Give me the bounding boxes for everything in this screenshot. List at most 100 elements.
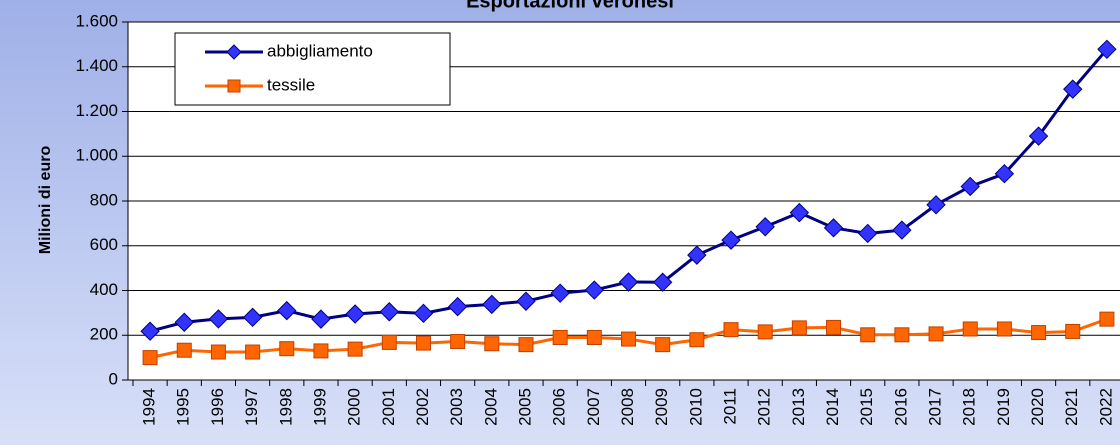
marker [415, 335, 431, 351]
marker [757, 324, 773, 340]
y-tick-label: 200 [90, 325, 118, 344]
marker [926, 195, 946, 215]
marker [789, 202, 810, 223]
x-tick-label: 2014 [823, 388, 842, 426]
marker [618, 272, 639, 292]
y-tick-label: 0 [109, 369, 118, 388]
x-tick-label: 2009 [652, 388, 671, 426]
marker [245, 344, 261, 360]
marker [413, 303, 434, 324]
x-tick-label: 2010 [686, 388, 705, 426]
x-tick-label: 2021 [1062, 388, 1081, 426]
marker [857, 223, 878, 244]
marker [687, 245, 707, 265]
marker [928, 326, 944, 342]
x-tick-label: 2007 [584, 388, 603, 426]
marker [552, 329, 568, 345]
marker [860, 327, 876, 343]
x-tick-label: 2022 [1096, 388, 1115, 426]
marker [381, 334, 397, 350]
marker [996, 321, 1012, 337]
series [142, 311, 1115, 366]
marker [279, 341, 295, 357]
y-tick-label: 600 [90, 235, 118, 254]
marker [450, 334, 466, 350]
marker [277, 300, 297, 321]
chart-title: Esportazioni veronesi [466, 0, 674, 12]
legend-marker [227, 79, 241, 93]
marker [518, 337, 534, 353]
marker [242, 307, 263, 328]
x-tick-label: 2018 [960, 388, 979, 426]
legend-box [174, 32, 451, 106]
marker [584, 280, 605, 300]
marker [723, 322, 739, 338]
marker [208, 309, 229, 329]
x-tick-label: 2013 [789, 388, 808, 426]
x-tick-label: 1996 [208, 388, 227, 426]
x-tick-label: 1999 [310, 388, 329, 426]
legend-marker [226, 44, 242, 60]
x-tick-label: 2002 [413, 388, 432, 426]
x-tick-label: 2012 [755, 388, 774, 426]
y-tick-label: 400 [90, 280, 118, 299]
legend-label: abbigliamento [267, 41, 373, 60]
marker [655, 337, 671, 353]
marker [313, 343, 329, 359]
marker [960, 176, 980, 197]
x-tick-label: 2017 [926, 388, 945, 426]
marker [1063, 79, 1083, 99]
marker [482, 294, 502, 315]
marker [621, 331, 636, 347]
marker [652, 272, 673, 292]
x-tick-label: 2004 [481, 388, 500, 426]
marker [586, 329, 602, 345]
marker [994, 163, 1015, 184]
x-tick-label: 2011 [721, 388, 740, 425]
marker [311, 309, 331, 329]
x-tick-label: 1997 [242, 388, 261, 426]
series [140, 39, 1117, 341]
marker [892, 220, 912, 240]
marker [1028, 126, 1049, 146]
y-tick-label: 1.600 [75, 11, 118, 30]
marker [1031, 325, 1047, 341]
marker [447, 296, 468, 317]
marker [140, 321, 160, 341]
x-tick-label: 2015 [857, 388, 876, 426]
marker [516, 291, 536, 311]
marker [826, 319, 842, 335]
marker [823, 218, 844, 238]
y-tick-label: 1.000 [75, 146, 118, 165]
x-tick-label: 2006 [550, 388, 569, 426]
y-axis-label: Milioni di euro [37, 146, 54, 255]
marker [1065, 323, 1081, 339]
marker [791, 320, 807, 336]
x-tick-label: 2008 [618, 388, 637, 426]
x-tick-label: 2003 [447, 388, 466, 426]
x-tick-label: 2020 [1028, 388, 1047, 426]
x-tick-label: 1995 [174, 388, 193, 426]
marker [210, 344, 226, 360]
marker [1099, 311, 1115, 327]
x-tick-label: 2016 [891, 388, 910, 426]
marker [721, 230, 741, 250]
x-tick-label: 2005 [515, 388, 534, 426]
marker [174, 312, 194, 332]
marker [379, 302, 400, 322]
x-tick-label: 2000 [345, 388, 364, 426]
y-tick-label: 1.400 [75, 56, 118, 75]
legend-label: tessile [267, 75, 315, 94]
marker [345, 304, 365, 324]
x-tick-label: 1994 [140, 388, 159, 426]
y-tick-label: 800 [90, 190, 118, 209]
marker [962, 321, 978, 337]
marker [550, 283, 570, 303]
x-tick-label: 2019 [994, 388, 1013, 426]
marker [755, 217, 775, 237]
marker [142, 350, 158, 366]
marker [1097, 39, 1117, 60]
marker [347, 341, 363, 357]
y-tick-label: 1.200 [75, 101, 118, 120]
